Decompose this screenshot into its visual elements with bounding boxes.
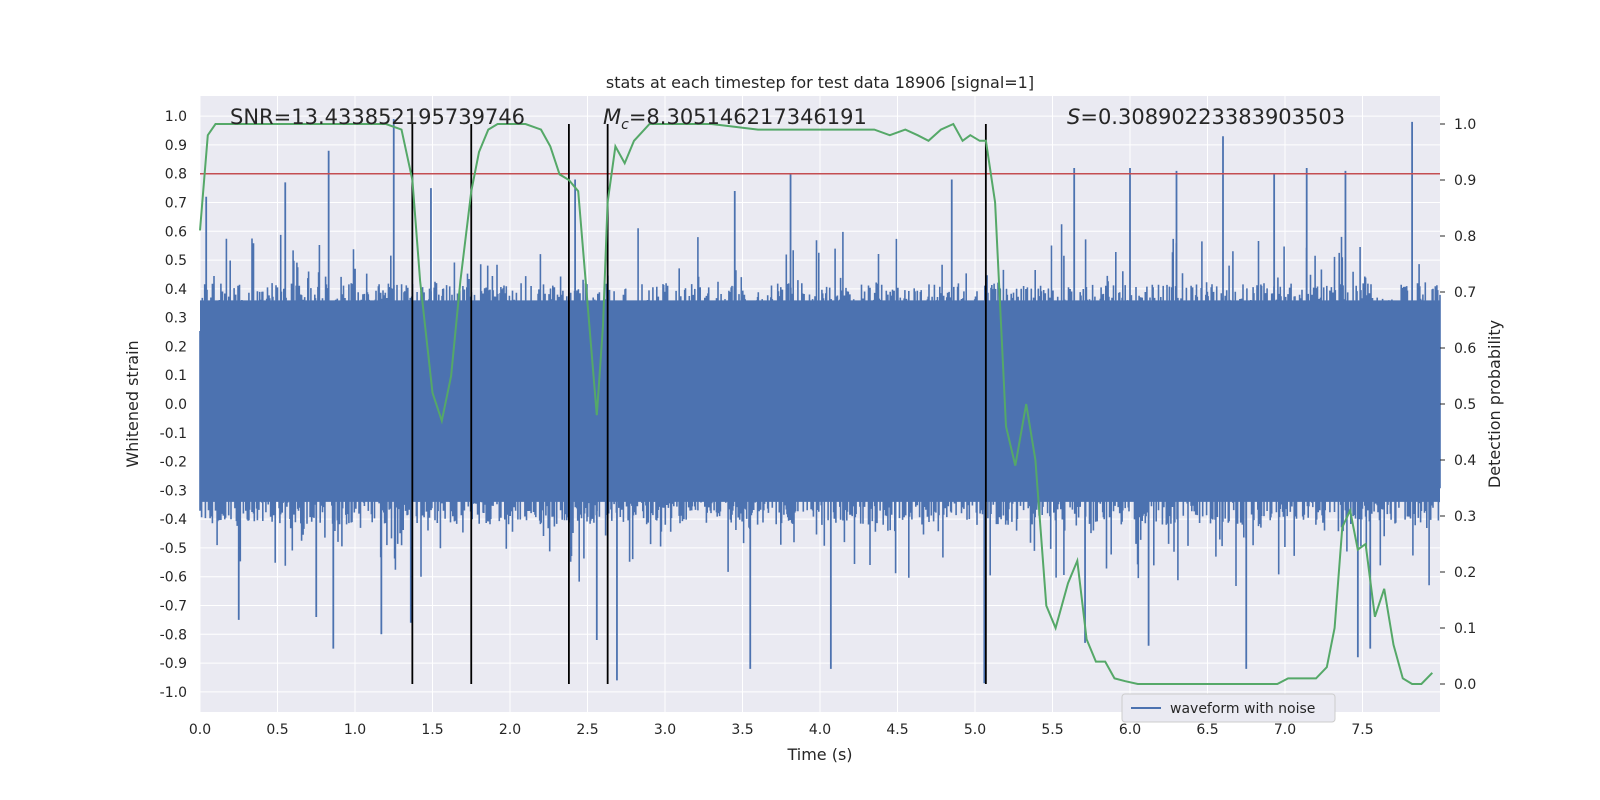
- x-tick-label: 3.0: [654, 722, 676, 738]
- y-tick-label: -0.5: [160, 541, 187, 557]
- x-tick-label: 4.0: [809, 722, 831, 738]
- chirp-mass-value: =8.305146217346191: [629, 105, 867, 129]
- right-tick-label: 0.1: [1454, 621, 1476, 637]
- s-annotation: S=0.30890223383903503: [1067, 105, 1345, 129]
- x-tick-label: 6.0: [1119, 722, 1141, 738]
- legend-box: [1121, 693, 1336, 723]
- s-value: =0.30890223383903503: [1080, 105, 1345, 129]
- x-tick-label: 5.5: [1041, 722, 1063, 738]
- y-tick-label: 0.1: [165, 368, 187, 384]
- y-axis-label: Whitened strain: [123, 340, 142, 467]
- y-tick-label: -0.6: [160, 570, 187, 586]
- chirp-mass-symbol: M: [603, 105, 621, 129]
- waveform-core: [200, 300, 1440, 502]
- s-symbol: S: [1067, 105, 1080, 129]
- right-tick-label: 0.2: [1454, 565, 1476, 581]
- y-tick-label: -0.8: [160, 627, 187, 643]
- y-tick-label: -0.2: [160, 455, 187, 471]
- x-tick-label: 1.0: [344, 722, 366, 738]
- right-tick-label: 0.4: [1454, 453, 1476, 469]
- y-tick-label: 0.9: [165, 138, 187, 154]
- right-axis-label: Detection probability: [1485, 320, 1504, 488]
- y-tick-label: -0.1: [160, 426, 187, 442]
- right-tick-label: 0.0: [1454, 677, 1476, 693]
- y-tick-label: -1.0: [160, 685, 187, 701]
- right-tick-label: 1.0: [1454, 117, 1476, 133]
- y-tick-label: -0.4: [160, 512, 187, 528]
- x-tick-label: 5.0: [964, 722, 986, 738]
- x-tick-label: 7.5: [1351, 722, 1373, 738]
- probability-line: [199, 122, 1434, 685]
- y-tick-label: -0.3: [160, 483, 187, 499]
- chirp-mass-subscript: c: [621, 117, 629, 133]
- chirp-mass-annotation: Mc=8.305146217346191: [603, 105, 867, 133]
- snr-annotation: SNR=13.433852195739746: [230, 105, 525, 129]
- x-tick-label: 6.5: [1196, 722, 1218, 738]
- waveform-series: [199, 119, 1441, 684]
- chart-title: stats at each timestep for test data 189…: [606, 73, 1034, 92]
- right-axis-ticks: 1.0 0.9 0.8 0.7 0.6 0.5 0.4 0.3 0.2 0.1 0.0: [1440, 117, 1476, 693]
- y-tick-label: -0.7: [160, 598, 187, 614]
- x-tick-label: 3.5: [731, 722, 753, 738]
- y-tick-label: 0.0: [165, 397, 187, 413]
- y-tick-label: 0.2: [165, 339, 187, 355]
- x-tick-label: 2.5: [576, 722, 598, 738]
- y-tick-label: 0.4: [165, 282, 187, 298]
- right-tick-label: 0.9: [1454, 173, 1476, 189]
- right-tick-label: 0.6: [1454, 341, 1476, 357]
- y-tick-label: 1.0: [165, 109, 187, 125]
- y-tick-label: 0.5: [165, 253, 187, 269]
- right-tick-label: 0.7: [1454, 285, 1476, 301]
- y-tick-label: 0.3: [165, 311, 187, 327]
- legend: waveform with noise: [1121, 693, 1336, 723]
- x-tick-label: 0.5: [266, 722, 288, 738]
- y-tick-label: -0.9: [160, 656, 187, 672]
- y-axis-ticks: 1.0 0.9 0.8 0.7 0.6 0.5 0.4 0.3 0.2 0.1 0.0 -0.1 -0.…: [160, 109, 187, 701]
- x-tick-label: 0.0: [189, 722, 211, 738]
- x-tick-label: 1.5: [421, 722, 443, 738]
- y-tick-label: 0.6: [165, 224, 187, 240]
- x-tick-label: 2.0: [499, 722, 521, 738]
- x-axis-ticks: 0.0 0.5 1.0 1.5 2.0 2.5 3.0 3.5 4.0 4.5 5.0 5.5 6.0 6…: [189, 722, 1374, 738]
- right-tick-label: 0.8: [1454, 229, 1476, 245]
- y-tick-label: 0.7: [165, 196, 187, 212]
- y-tick-label: 0.8: [165, 167, 187, 183]
- x-axis-label: Time (s): [786, 745, 852, 764]
- right-tick-label: 0.3: [1454, 509, 1476, 525]
- x-tick-label: 7.0: [1274, 722, 1296, 738]
- x-tick-label: 4.5: [886, 722, 908, 738]
- right-tick-label: 0.5: [1454, 397, 1476, 413]
- probability-series: [199, 122, 1434, 685]
- legend-label: waveform with noise: [1170, 701, 1315, 717]
- vertical-markers: [411, 124, 987, 684]
